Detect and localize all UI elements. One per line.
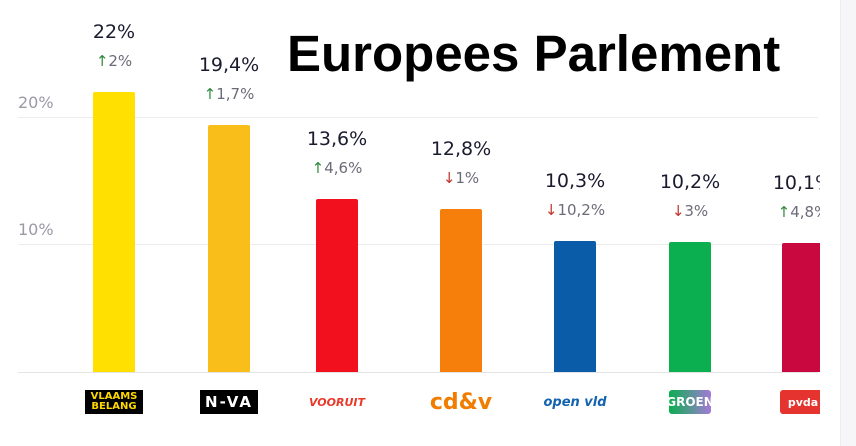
party-logo-text: cd&v (429, 389, 493, 415)
side-panel-edge (840, 0, 856, 446)
bar-4 (554, 240, 596, 372)
party-logo: VOORUIT (292, 388, 382, 416)
bar-0 (93, 91, 135, 372)
party-logo-text: GROEN (666, 390, 714, 414)
change-label: ↑1,7% (169, 85, 289, 103)
arrow-up-icon: ↑ (95, 51, 109, 70)
bar-2 (316, 198, 358, 372)
arrow-up-icon: ↑ (777, 203, 791, 222)
bar-1 (208, 124, 250, 372)
change-value: 3% (684, 201, 709, 220)
change-value: 2% (108, 51, 133, 70)
value-label: 10,1% (772, 172, 820, 195)
chart-title: Europees Parlement (287, 25, 781, 82)
change-label: ↑4,6% (277, 159, 397, 177)
change-value: 4,6% (324, 158, 363, 177)
party-logo-text: open vld (543, 394, 607, 410)
bar-6 (782, 243, 820, 372)
gridline-10 (18, 244, 818, 245)
party-logo: N-VA (184, 388, 274, 416)
change-value: 4,8% (790, 203, 820, 222)
y-tick-10: 10% (18, 220, 54, 239)
arrow-down-icon: ↓ (544, 200, 558, 219)
change-label: ↓10,2% (515, 201, 635, 219)
party-logo-text: pvda (780, 390, 820, 414)
arrow-up-icon: ↑ (203, 84, 217, 103)
gridline-20 (18, 117, 818, 118)
party-logo: pvda (758, 388, 820, 416)
party-logo: VLAAMS BELANG (69, 388, 159, 416)
change-label: ↑4,8% (743, 203, 820, 221)
change-value: 10,2% (557, 200, 606, 219)
change-label: ↓3% (630, 202, 750, 220)
value-label: 19,4% (198, 53, 260, 76)
value-label: 22% (92, 20, 136, 43)
value-label: 13,6% (306, 127, 368, 150)
party-logo: GROEN (645, 388, 735, 416)
value-label: 10,2% (659, 170, 721, 193)
change-value: 1% (455, 168, 480, 187)
bar-3 (440, 208, 482, 372)
arrow-down-icon: ↓ (671, 201, 685, 220)
change-label: ↓1% (401, 169, 521, 187)
change-value: 1,7% (216, 84, 255, 103)
party-logo: cd&v (416, 388, 506, 416)
bar-5 (669, 241, 711, 372)
change-label: ↑2% (54, 52, 174, 70)
chart-plot: 20% 10% 22% ↑2% VLAAMS BELANG 19,4% ↑1,7% N-V… (18, 20, 820, 416)
baseline (18, 372, 818, 373)
y-tick-20: 20% (18, 93, 54, 112)
party-logo: open vld (530, 388, 620, 416)
party-logo-text: N-VA (200, 390, 258, 414)
party-logo-text: VLAAMS BELANG (85, 390, 143, 414)
arrow-up-icon: ↑ (311, 158, 325, 177)
value-label: 10,3% (544, 169, 606, 192)
arrow-down-icon: ↓ (442, 168, 456, 187)
party-logo-text: VOORUIT (308, 395, 366, 409)
value-label: 12,8% (430, 137, 492, 160)
